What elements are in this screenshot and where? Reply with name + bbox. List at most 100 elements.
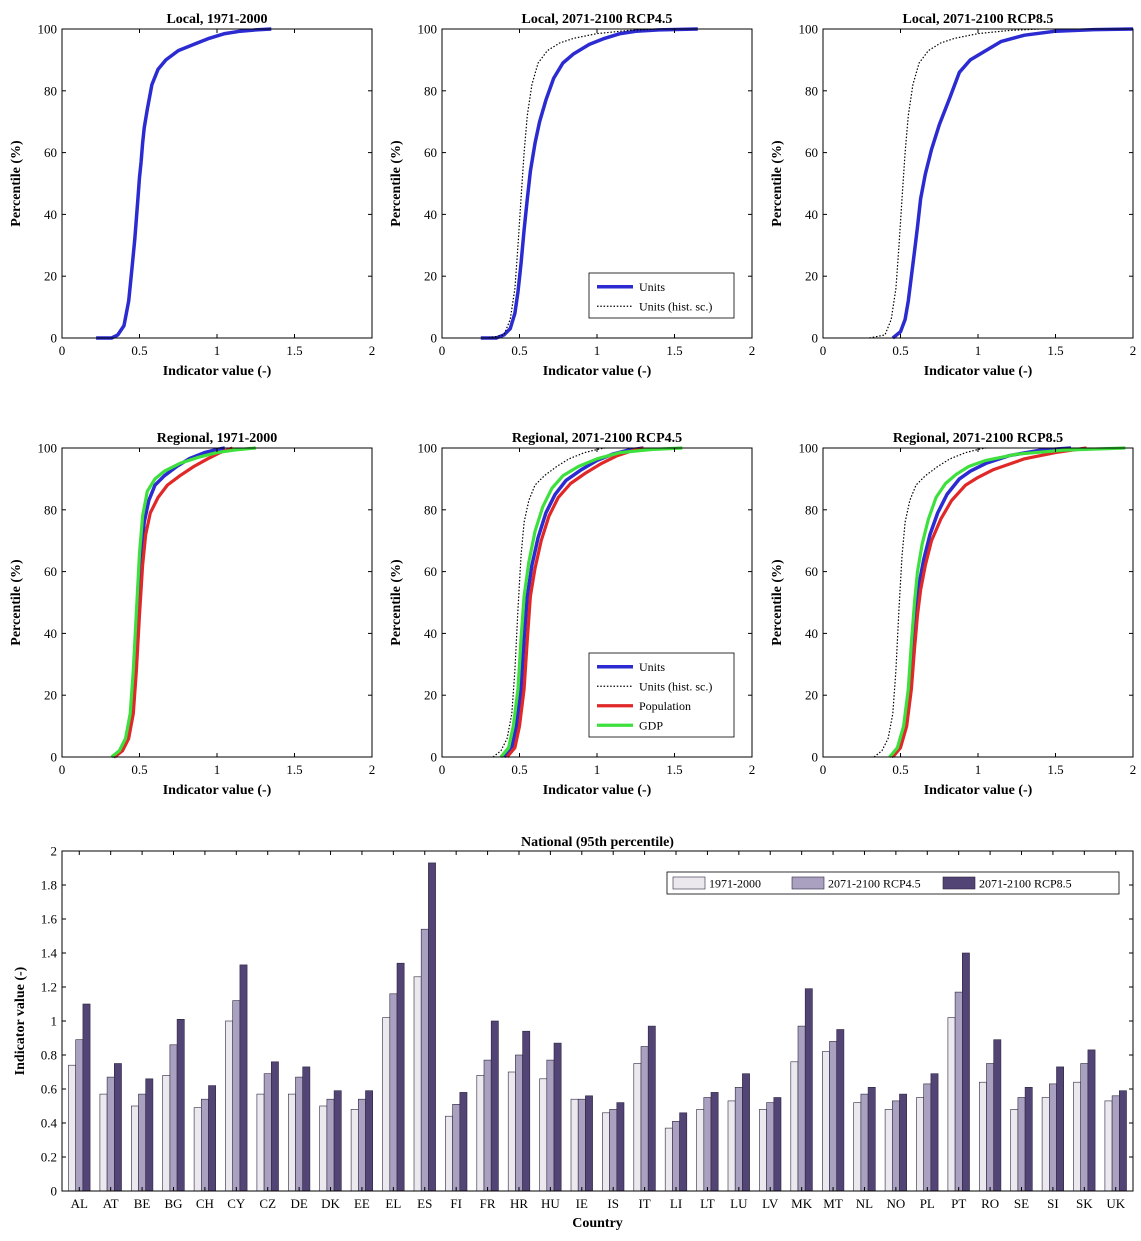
- bar-BE-1: [131, 1105, 139, 1192]
- x-tick-label: 0.5: [131, 343, 147, 358]
- x-tick-label: 1.5: [286, 762, 302, 777]
- bar-LV-2: [766, 1102, 775, 1192]
- y-tick-label: 0: [51, 750, 58, 765]
- x-tick-label: BG: [164, 1196, 182, 1211]
- bar-HU-2: [546, 1059, 555, 1192]
- series-line-gdp: [110, 446, 256, 759]
- bar-IS-3: [616, 1102, 625, 1192]
- legend-label: 1971-2000: [709, 877, 761, 891]
- legend-label: GDP: [639, 718, 663, 732]
- y-tick-label: 40: [44, 626, 57, 641]
- bar-IS-2: [609, 1109, 618, 1192]
- x-tick-label: 0: [59, 343, 66, 358]
- bar-RO-2: [986, 1063, 994, 1192]
- bar-MK-2: [797, 1025, 806, 1192]
- bar-MK-1: [790, 1061, 799, 1192]
- y-axis-label: Indicator value (-): [13, 966, 28, 1075]
- bar-BE-3: [145, 1078, 154, 1192]
- legend-label: Units: [639, 660, 665, 674]
- x-tick-label: SI: [1047, 1196, 1059, 1211]
- y-tick-label: 80: [424, 502, 437, 517]
- series-line-pop: [113, 446, 234, 759]
- x-axis-label: Country: [572, 1216, 623, 1231]
- bar-IT-2: [640, 1046, 649, 1192]
- bar-DK-2: [326, 1098, 335, 1192]
- bar-EL-1: [382, 1017, 391, 1192]
- bar-PL-1: [916, 1097, 924, 1192]
- y-tick-label: 20: [44, 688, 57, 703]
- x-tick-label: 2: [369, 762, 376, 777]
- bar-AL-2: [75, 1039, 84, 1192]
- x-tick-label: 0.5: [511, 343, 527, 358]
- legend-swatch-1: [672, 876, 706, 890]
- x-axis-label: Indicator value (-): [924, 783, 1033, 798]
- y-tick-label: 1.8: [41, 878, 57, 893]
- bar-HR-3: [522, 1030, 531, 1192]
- bar-ES-3: [428, 862, 436, 1192]
- series-line-units: [891, 27, 1134, 340]
- bar-IE-3: [585, 1095, 593, 1192]
- x-tick-label: 2: [1130, 343, 1137, 358]
- x-tick-label: 0.5: [131, 762, 147, 777]
- x-tick-label: CH: [196, 1196, 214, 1211]
- bar-PT-3: [961, 952, 970, 1192]
- bar-LT-2: [703, 1097, 712, 1192]
- bar-FI-1: [445, 1115, 453, 1192]
- x-tick-label: LT: [700, 1196, 715, 1211]
- bar-AT-1: [99, 1093, 108, 1192]
- series-line-units: [96, 27, 272, 340]
- bar-EE-2: [357, 1098, 366, 1192]
- x-tick-label: LU: [730, 1196, 748, 1211]
- bar-RO-1: [978, 1081, 987, 1192]
- series-line-hist: [873, 447, 986, 758]
- bar-DE-1: [287, 1093, 296, 1192]
- bar-LI-3: [679, 1112, 688, 1192]
- bar-MT-3: [836, 1029, 845, 1192]
- chart-title: Local, 2071-2100 RCP8.5: [903, 12, 1054, 27]
- y-tick-label: 60: [424, 564, 437, 579]
- x-tick-label: PT: [951, 1196, 966, 1211]
- x-tick-label: 1.5: [1047, 762, 1063, 777]
- bar-HU-1: [539, 1078, 548, 1192]
- bar-LU-1: [727, 1100, 736, 1192]
- bar-SE-3: [1024, 1087, 1033, 1192]
- y-tick-label: 40: [805, 626, 818, 641]
- chart-title: National (95th percentile): [521, 835, 674, 850]
- bar-NL-2: [860, 1093, 869, 1192]
- x-tick-label: 0: [439, 343, 446, 358]
- y-tick-label: 60: [805, 564, 818, 579]
- y-tick-label: 20: [44, 269, 57, 284]
- chart-title: Regional, 2071-2100 RCP8.5: [893, 431, 1063, 446]
- bar-LV-3: [773, 1097, 782, 1192]
- bar-RO-3: [993, 1039, 1002, 1192]
- bar-AL-3: [82, 1003, 91, 1192]
- legend-label: Units (hist. sc.): [639, 679, 712, 693]
- y-tick-label: 100: [418, 22, 438, 37]
- x-tick-label: DE: [290, 1196, 307, 1211]
- x-tick-label: 0.5: [892, 343, 908, 358]
- bar-CH-3: [208, 1085, 216, 1192]
- x-tick-label: BE: [134, 1196, 151, 1211]
- y-tick-label: 1.6: [41, 912, 58, 927]
- x-tick-label: 1: [214, 343, 221, 358]
- bar-SK-2: [1080, 1063, 1089, 1192]
- bar-IT-3: [647, 1025, 656, 1192]
- bar-IE-1: [570, 1098, 579, 1192]
- x-tick-label: EE: [354, 1196, 370, 1211]
- series-line-pop: [505, 446, 644, 759]
- x-tick-label: 1: [975, 343, 982, 358]
- bar-LU-2: [734, 1087, 743, 1192]
- bar-IT-1: [633, 1063, 642, 1192]
- bar-CH-1: [193, 1107, 202, 1192]
- bar-CZ-2: [263, 1073, 272, 1192]
- x-tick-label: IE: [576, 1196, 588, 1211]
- y-tick-label: 80: [805, 83, 818, 98]
- bar-MT-1: [821, 1051, 830, 1192]
- y-tick-label: 1: [51, 1014, 58, 1029]
- bar-IE-2: [577, 1098, 586, 1192]
